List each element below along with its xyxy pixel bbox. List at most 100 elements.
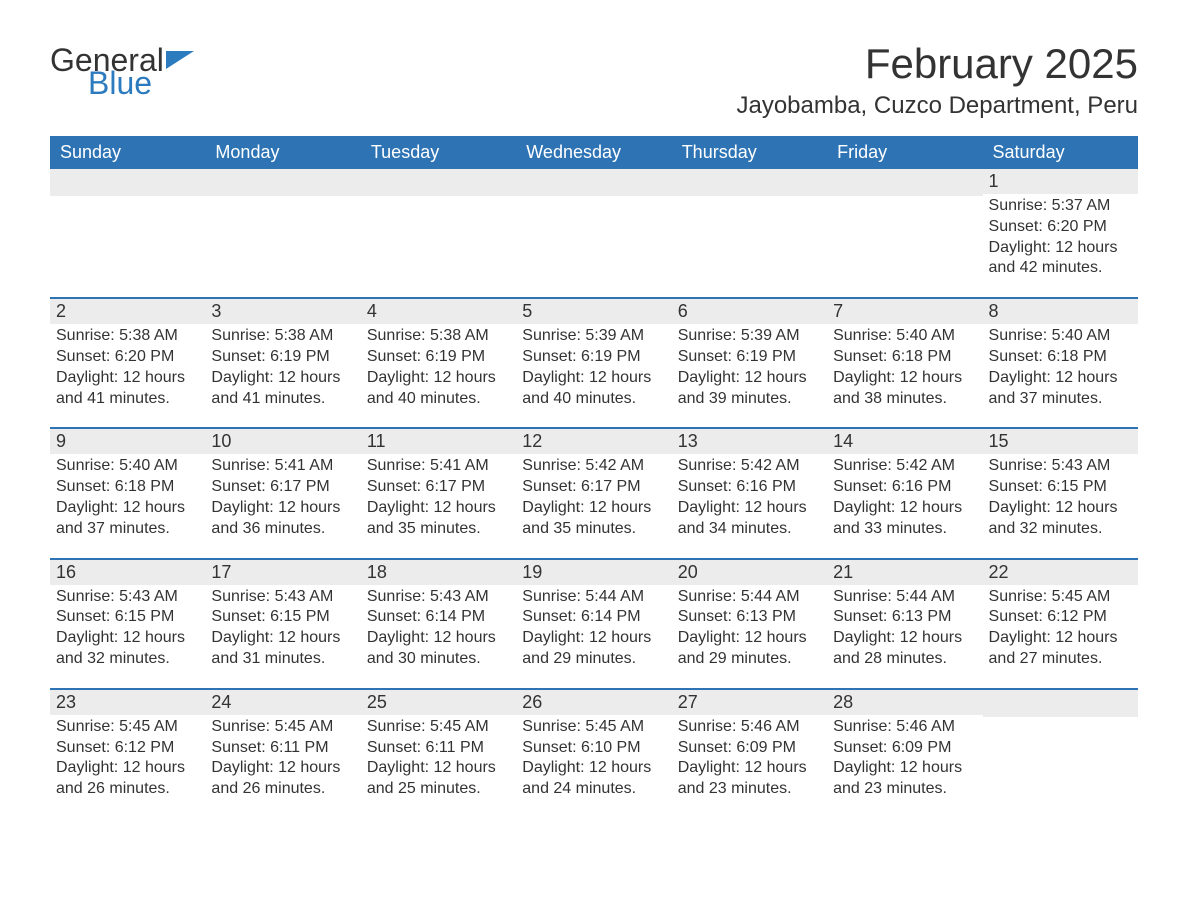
sunrise-line: Sunrise: 5:41 AM: [211, 456, 354, 477]
daylight-line: Daylight: 12 hours and 40 minutes.: [367, 368, 510, 410]
weekday-label: Saturday: [983, 136, 1138, 169]
calendar-day-cell: 17Sunrise: 5:43 AMSunset: 6:15 PMDayligh…: [205, 560, 360, 688]
sunset-line: Sunset: 6:15 PM: [56, 607, 199, 628]
day-details: Sunrise: 5:43 AMSunset: 6:15 PMDaylight:…: [205, 585, 360, 670]
day-number: 22: [983, 560, 1138, 585]
sunset-line: Sunset: 6:18 PM: [833, 347, 976, 368]
day-number: [205, 169, 360, 196]
daylight-line: Daylight: 12 hours and 37 minutes.: [989, 368, 1132, 410]
day-details: Sunrise: 5:44 AMSunset: 6:13 PMDaylight:…: [827, 585, 982, 670]
sunset-line: Sunset: 6:19 PM: [678, 347, 821, 368]
calendar-day-cell: 21Sunrise: 5:44 AMSunset: 6:13 PMDayligh…: [827, 560, 982, 688]
sunrise-line: Sunrise: 5:45 AM: [522, 717, 665, 738]
day-number: [361, 169, 516, 196]
day-number: 21: [827, 560, 982, 585]
day-details: Sunrise: 5:45 AMSunset: 6:11 PMDaylight:…: [205, 715, 360, 800]
day-number: 20: [672, 560, 827, 585]
day-details: Sunrise: 5:41 AMSunset: 6:17 PMDaylight:…: [205, 454, 360, 539]
day-number: 9: [50, 429, 205, 454]
daylight-line: Daylight: 12 hours and 33 minutes.: [833, 498, 976, 540]
calendar-week-row: 16Sunrise: 5:43 AMSunset: 6:15 PMDayligh…: [50, 558, 1138, 688]
calendar-day-cell: 16Sunrise: 5:43 AMSunset: 6:15 PMDayligh…: [50, 560, 205, 688]
daylight-line: Daylight: 12 hours and 34 minutes.: [678, 498, 821, 540]
day-details: Sunrise: 5:40 AMSunset: 6:18 PMDaylight:…: [50, 454, 205, 539]
day-details: Sunrise: 5:46 AMSunset: 6:09 PMDaylight:…: [827, 715, 982, 800]
daylight-line: Daylight: 12 hours and 39 minutes.: [678, 368, 821, 410]
sunrise-line: Sunrise: 5:41 AM: [367, 456, 510, 477]
day-number: 25: [361, 690, 516, 715]
sunrise-line: Sunrise: 5:38 AM: [56, 326, 199, 347]
day-number: 11: [361, 429, 516, 454]
calendar-day-cell: 12Sunrise: 5:42 AMSunset: 6:17 PMDayligh…: [516, 429, 671, 557]
sunrise-line: Sunrise: 5:39 AM: [678, 326, 821, 347]
day-number: 23: [50, 690, 205, 715]
sunrise-line: Sunrise: 5:42 AM: [833, 456, 976, 477]
sunset-line: Sunset: 6:12 PM: [989, 607, 1132, 628]
weekday-label: Wednesday: [516, 136, 671, 169]
day-details: Sunrise: 5:46 AMSunset: 6:09 PMDaylight:…: [672, 715, 827, 800]
sunset-line: Sunset: 6:18 PM: [56, 477, 199, 498]
sunrise-line: Sunrise: 5:40 AM: [833, 326, 976, 347]
day-details: Sunrise: 5:41 AMSunset: 6:17 PMDaylight:…: [361, 454, 516, 539]
sunset-line: Sunset: 6:19 PM: [522, 347, 665, 368]
calendar-day-cell: 19Sunrise: 5:44 AMSunset: 6:14 PMDayligh…: [516, 560, 671, 688]
calendar-day-cell: [516, 169, 671, 297]
day-details: Sunrise: 5:38 AMSunset: 6:19 PMDaylight:…: [205, 324, 360, 409]
sunset-line: Sunset: 6:16 PM: [678, 477, 821, 498]
sunrise-line: Sunrise: 5:44 AM: [678, 587, 821, 608]
daylight-line: Daylight: 12 hours and 35 minutes.: [367, 498, 510, 540]
calendar-day-cell: 13Sunrise: 5:42 AMSunset: 6:16 PMDayligh…: [672, 429, 827, 557]
sunrise-line: Sunrise: 5:45 AM: [989, 587, 1132, 608]
calendar-day-cell: 22Sunrise: 5:45 AMSunset: 6:12 PMDayligh…: [983, 560, 1138, 688]
calendar-day-cell: 7Sunrise: 5:40 AMSunset: 6:18 PMDaylight…: [827, 299, 982, 427]
daylight-line: Daylight: 12 hours and 30 minutes.: [367, 628, 510, 670]
day-number: [516, 169, 671, 196]
calendar-day-cell: 1Sunrise: 5:37 AMSunset: 6:20 PMDaylight…: [983, 169, 1138, 297]
day-details: Sunrise: 5:45 AMSunset: 6:12 PMDaylight:…: [983, 585, 1138, 670]
calendar-day-cell: 25Sunrise: 5:45 AMSunset: 6:11 PMDayligh…: [361, 690, 516, 818]
sunrise-line: Sunrise: 5:45 AM: [211, 717, 354, 738]
day-number: [50, 169, 205, 196]
sunset-line: Sunset: 6:20 PM: [56, 347, 199, 368]
day-details: Sunrise: 5:40 AMSunset: 6:18 PMDaylight:…: [827, 324, 982, 409]
day-details: Sunrise: 5:45 AMSunset: 6:11 PMDaylight:…: [361, 715, 516, 800]
month-title: February 2025: [736, 40, 1138, 88]
sunrise-line: Sunrise: 5:43 AM: [211, 587, 354, 608]
sunrise-line: Sunrise: 5:46 AM: [833, 717, 976, 738]
weekday-header-row: Sunday Monday Tuesday Wednesday Thursday…: [50, 136, 1138, 169]
sunrise-line: Sunrise: 5:45 AM: [367, 717, 510, 738]
calendar-day-cell: 11Sunrise: 5:41 AMSunset: 6:17 PMDayligh…: [361, 429, 516, 557]
sunrise-line: Sunrise: 5:38 AM: [211, 326, 354, 347]
day-number: 14: [827, 429, 982, 454]
daylight-line: Daylight: 12 hours and 41 minutes.: [56, 368, 199, 410]
sunset-line: Sunset: 6:11 PM: [211, 738, 354, 759]
sunset-line: Sunset: 6:12 PM: [56, 738, 199, 759]
calendar-day-cell: [672, 169, 827, 297]
calendar-week-row: 9Sunrise: 5:40 AMSunset: 6:18 PMDaylight…: [50, 427, 1138, 557]
day-number: 28: [827, 690, 982, 715]
sunrise-line: Sunrise: 5:43 AM: [989, 456, 1132, 477]
day-number: 12: [516, 429, 671, 454]
day-number: 8: [983, 299, 1138, 324]
sunrise-line: Sunrise: 5:46 AM: [678, 717, 821, 738]
brand-logo: General Blue: [50, 46, 194, 98]
day-number: 4: [361, 299, 516, 324]
calendar-day-cell: 23Sunrise: 5:45 AMSunset: 6:12 PMDayligh…: [50, 690, 205, 818]
day-number: 6: [672, 299, 827, 324]
daylight-line: Daylight: 12 hours and 37 minutes.: [56, 498, 199, 540]
sunset-line: Sunset: 6:13 PM: [833, 607, 976, 628]
calendar-day-cell: 2Sunrise: 5:38 AMSunset: 6:20 PMDaylight…: [50, 299, 205, 427]
day-number: [983, 690, 1138, 717]
sunset-line: Sunset: 6:17 PM: [367, 477, 510, 498]
daylight-line: Daylight: 12 hours and 32 minutes.: [989, 498, 1132, 540]
sunset-line: Sunset: 6:09 PM: [833, 738, 976, 759]
day-details: Sunrise: 5:37 AMSunset: 6:20 PMDaylight:…: [983, 194, 1138, 279]
calendar-day-cell: [983, 690, 1138, 818]
calendar-grid: 1Sunrise: 5:37 AMSunset: 6:20 PMDaylight…: [50, 169, 1138, 818]
day-details: Sunrise: 5:42 AMSunset: 6:16 PMDaylight:…: [672, 454, 827, 539]
calendar-day-cell: [205, 169, 360, 297]
sunrise-line: Sunrise: 5:44 AM: [833, 587, 976, 608]
daylight-line: Daylight: 12 hours and 23 minutes.: [833, 758, 976, 800]
day-number: 3: [205, 299, 360, 324]
daylight-line: Daylight: 12 hours and 42 minutes.: [989, 238, 1132, 280]
